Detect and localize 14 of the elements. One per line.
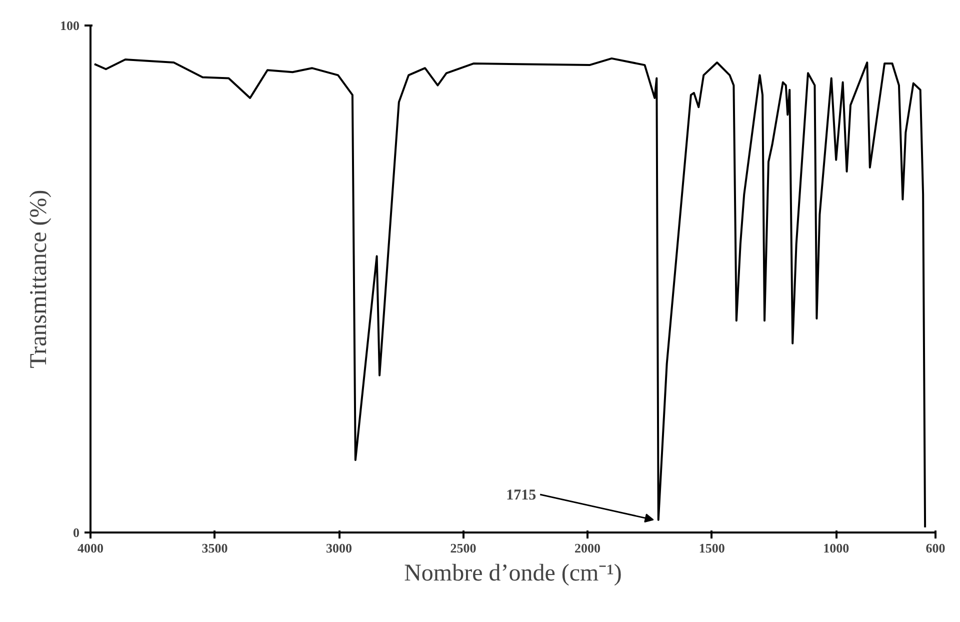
y-tick-label: 100 [60, 18, 80, 33]
x-tick-label: 1000 [823, 540, 850, 556]
x-tick-label: 4000 [78, 540, 104, 556]
y-tick-label: 0 [73, 525, 80, 540]
x-tick-label: 2500 [450, 540, 476, 556]
x-tick-label: 2000 [574, 540, 601, 556]
annotation: 1715 [506, 487, 536, 504]
line-series [93, 57, 926, 528]
y-axis-title: Transmittance (%) [26, 190, 52, 368]
x-tick-label: 3000 [326, 540, 352, 556]
x-axis-title: Nombre d’onde (cm⁻¹) [404, 560, 622, 586]
x-tick-label: 3500 [202, 540, 228, 556]
x-tick-label: 1500 [698, 540, 725, 556]
x-tick-label: 600 [926, 540, 946, 556]
